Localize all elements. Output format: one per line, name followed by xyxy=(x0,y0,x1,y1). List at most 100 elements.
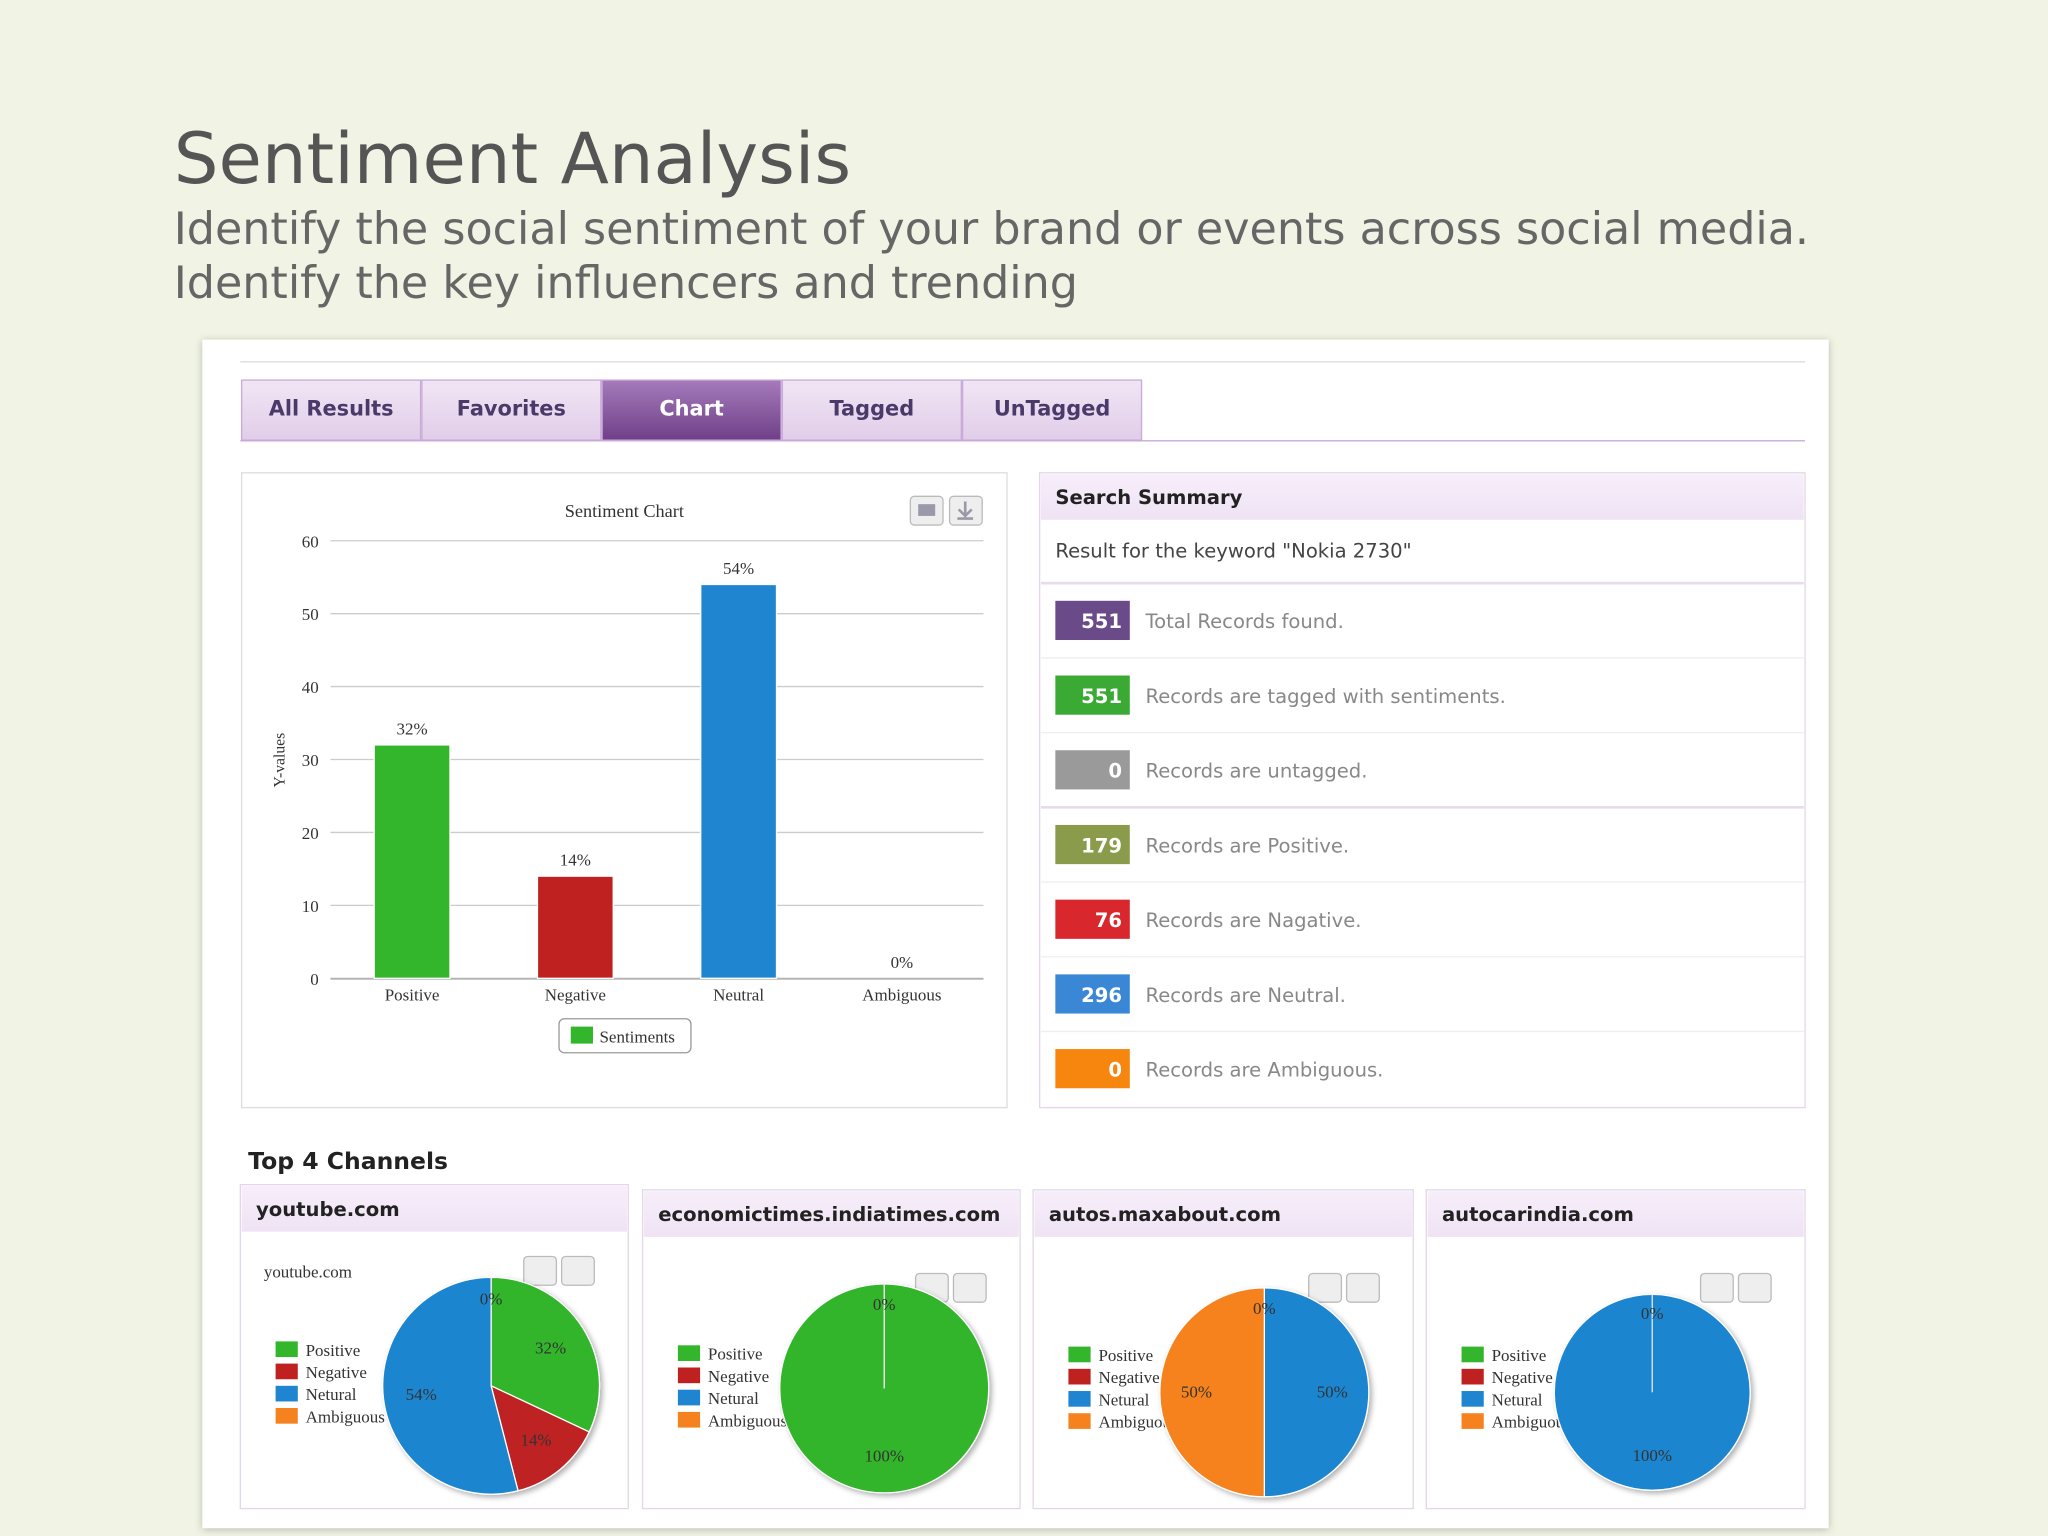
data-label: 14% xyxy=(560,851,591,870)
row-text: Total Records found. xyxy=(1144,610,1343,633)
legend-swatch xyxy=(275,1363,298,1380)
row-text: Records are untagged. xyxy=(1145,760,1367,783)
pie-label: 0% xyxy=(1253,1299,1276,1318)
export-button[interactable] xyxy=(1737,1272,1772,1303)
legend-label: Ambiguous xyxy=(708,1411,787,1430)
count-badge xyxy=(1055,750,1130,790)
summary-panel xyxy=(1039,472,1806,1109)
export-button[interactable] xyxy=(560,1255,595,1286)
channel-header xyxy=(1034,1191,1412,1237)
channels-title: Top 4 Channels xyxy=(248,1147,448,1175)
y-tick-label: 10 xyxy=(302,897,319,916)
legend-swatch xyxy=(1461,1413,1484,1429)
summary-title: Search Summary xyxy=(1055,486,1242,509)
legend-swatch xyxy=(1068,1413,1091,1429)
tab[interactable] xyxy=(601,379,782,441)
pie-slice xyxy=(490,1384,591,1492)
pie-label: 0% xyxy=(873,1295,896,1314)
chart-title: Sentiment Chart xyxy=(565,501,684,521)
legend-label: Positive xyxy=(306,1341,361,1360)
y-tick-label: 20 xyxy=(302,824,319,843)
count: 296 xyxy=(1081,984,1122,1007)
count-badge xyxy=(1055,899,1130,939)
x-tick-label: Positive xyxy=(385,985,440,1004)
count: 551 xyxy=(1081,685,1122,708)
export-button[interactable] xyxy=(952,1272,987,1303)
legend-label: Netural xyxy=(708,1389,759,1408)
channel-header xyxy=(241,1185,627,1232)
legend-label: Ambiguous xyxy=(1098,1413,1177,1432)
channel-name: autocarindia.com xyxy=(1442,1203,1634,1226)
data-label: 0% xyxy=(891,953,914,972)
pie-label: 14% xyxy=(520,1430,551,1449)
tab[interactable] xyxy=(781,379,962,441)
legend-label: Ambiguous xyxy=(306,1407,385,1426)
page-title: Sentiment Analysis xyxy=(174,118,851,200)
channel-name: youtube.com xyxy=(256,1198,400,1221)
y-tick-label: 60 xyxy=(302,532,319,551)
legend-swatch xyxy=(275,1341,298,1358)
tab-label[interactable]: Tagged xyxy=(830,396,915,420)
legend-swatch xyxy=(677,1367,701,1384)
data-label: 32% xyxy=(397,719,428,738)
subtitle: Identify the key influencers and trendin… xyxy=(174,258,1078,309)
pie-label: 50% xyxy=(1317,1383,1348,1402)
summary-header xyxy=(1040,474,1804,520)
row-text: Records are Positive. xyxy=(1145,834,1349,857)
pie xyxy=(779,1283,990,1494)
legend-swatch xyxy=(677,1411,701,1428)
legend-label: Positive xyxy=(1492,1346,1547,1365)
tab-bar: All Results Favorites Chart Tagged UnTagged xyxy=(240,379,1143,441)
row-text: Records are Ambiguous. xyxy=(1145,1059,1383,1082)
pie-slice xyxy=(382,1276,519,1495)
legend-label: Positive xyxy=(708,1345,763,1364)
chart-tools xyxy=(909,495,983,526)
y-tick-label: 0 xyxy=(310,970,318,989)
row-text: Records are tagged with sentiments. xyxy=(1145,685,1505,708)
count: 0 xyxy=(1108,1059,1122,1082)
bar xyxy=(700,583,778,979)
channel-name: autos.maxabout.com xyxy=(1049,1203,1281,1226)
pie xyxy=(382,1276,601,1495)
legend-swatch xyxy=(1461,1368,1484,1385)
channels: youtube.com youtube.com Positive Negative Ne… xyxy=(239,1184,1806,1510)
print-button[interactable] xyxy=(523,1255,558,1286)
pie-label: 100% xyxy=(1632,1446,1672,1465)
bar xyxy=(373,744,451,979)
pie-title: youtube.com xyxy=(264,1262,352,1281)
tab-label[interactable]: All Results xyxy=(269,396,394,420)
tab-label[interactable]: UnTagged xyxy=(994,396,1110,420)
legend-swatch xyxy=(275,1385,298,1402)
y-tick-label: 50 xyxy=(302,605,319,624)
pie-slice xyxy=(1159,1287,1265,1498)
x-tick-label: Ambiguous xyxy=(862,985,941,1004)
legend-swatch xyxy=(677,1389,701,1406)
count-badge xyxy=(1055,675,1130,715)
tab-label[interactable]: Chart xyxy=(659,396,724,420)
tab[interactable] xyxy=(961,379,1143,441)
count-badge xyxy=(1055,974,1130,1014)
legend-label: Netural xyxy=(306,1385,357,1404)
tab[interactable] xyxy=(240,379,422,441)
chart-panel xyxy=(240,472,1008,1109)
pie-label: 32% xyxy=(535,1338,566,1357)
print-button[interactable] xyxy=(1308,1272,1343,1303)
count-badge xyxy=(1055,824,1130,865)
pie-label: 0% xyxy=(1641,1304,1664,1323)
export-button[interactable] xyxy=(1345,1272,1380,1303)
print-button[interactable] xyxy=(1699,1272,1734,1303)
legend-label: Negative xyxy=(708,1367,769,1386)
legend-label: Negative xyxy=(1492,1368,1553,1387)
tab-label[interactable]: Favorites xyxy=(457,396,566,420)
legend-swatch xyxy=(1461,1346,1484,1363)
count: 551 xyxy=(1081,610,1122,633)
subtitle: Identify the social sentiment of your br… xyxy=(174,204,1809,255)
pie xyxy=(1159,1287,1370,1498)
legend-label: Negative xyxy=(1098,1368,1159,1387)
pie-label: 0% xyxy=(480,1289,503,1308)
pie-label: 50% xyxy=(1181,1383,1212,1402)
channel-name: economictimes.indiatimes.com xyxy=(658,1203,1000,1226)
data-label: 54% xyxy=(723,559,754,578)
